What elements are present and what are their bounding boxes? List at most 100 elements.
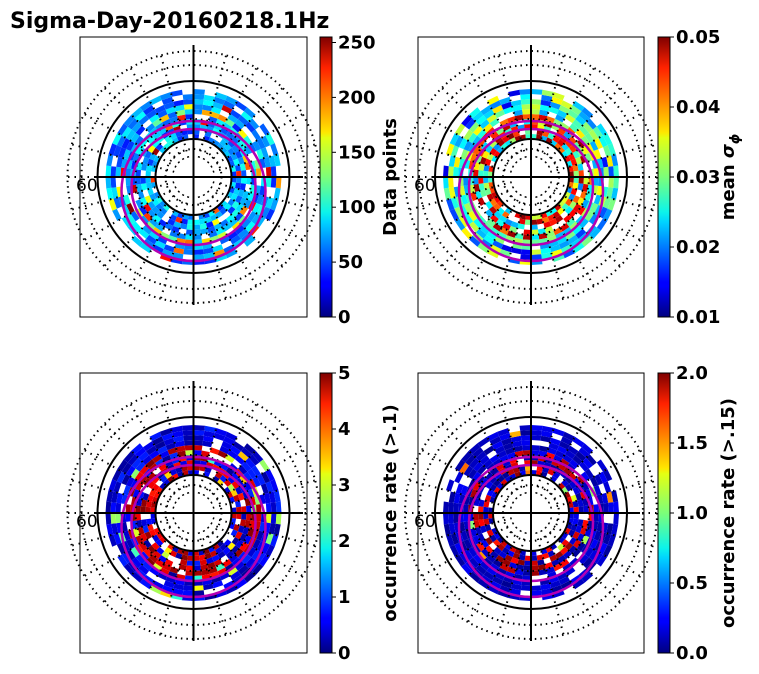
heatmap-cell	[139, 533, 148, 542]
heatmap-cell	[577, 474, 586, 484]
heatmap-cell	[489, 563, 500, 572]
heatmap-cell	[573, 203, 582, 213]
heatmap-cell	[115, 513, 122, 524]
heatmap-cell	[161, 249, 174, 258]
heatmap-cell	[523, 229, 531, 235]
heatmap-cell	[603, 166, 609, 177]
heatmap-cell	[483, 164, 490, 172]
heatmap-cell	[570, 105, 582, 116]
heatmap-cell	[111, 491, 119, 503]
heatmap-cell	[473, 519, 480, 528]
heatmap-cell	[584, 547, 595, 558]
heatmap-cell	[569, 123, 580, 133]
heatmap-cell	[193, 590, 205, 596]
heatmap-cell	[555, 114, 565, 123]
heatmap-cell	[497, 567, 507, 576]
heatmap-cell	[552, 428, 565, 437]
heatmap-cell	[486, 113, 497, 124]
heatmap-cell	[203, 94, 215, 102]
mlt-grid-line	[535, 196, 565, 299]
heatmap-cell	[583, 505, 589, 513]
heatmap-cell	[235, 500, 242, 508]
heatmap-cell	[586, 454, 597, 466]
heatmap-cell	[225, 248, 238, 259]
heatmap-cell	[159, 428, 172, 437]
heatmap-cell	[536, 218, 544, 225]
mlt-grid-line	[550, 181, 653, 211]
heatmap-cell	[446, 479, 455, 492]
heatmap-cell	[494, 235, 505, 245]
heatmap-cell	[598, 471, 608, 484]
heatmap-cell	[589, 227, 601, 240]
heatmap-cell	[512, 440, 523, 448]
heatmap-cell	[560, 244, 573, 254]
heatmap-cell	[225, 131, 235, 140]
heatmap-cell	[473, 183, 480, 192]
heatmap-cell	[201, 450, 210, 457]
heatmap-cell	[193, 425, 205, 431]
heatmap-cell	[473, 513, 479, 521]
heatmap-cell	[581, 107, 594, 119]
heatmap-cell	[488, 171, 494, 177]
heatmap-cell	[225, 95, 238, 106]
heatmap-cell	[531, 555, 538, 561]
heatmap-cell	[510, 557, 519, 565]
heatmap-cell	[569, 480, 577, 489]
heatmap-cell	[261, 471, 271, 484]
mlt-grid-line	[535, 532, 565, 635]
heatmap-cell	[525, 134, 531, 140]
colorbar-tick-label: 0.0	[676, 643, 708, 664]
heatmap-cell	[449, 544, 460, 557]
heatmap-cell	[237, 451, 249, 462]
heatmap-cell	[227, 449, 238, 460]
heatmap-cell	[468, 143, 477, 153]
heatmap-cell	[589, 203, 599, 214]
heatmap-cell	[230, 153, 238, 161]
heatmap-cell	[522, 445, 531, 451]
heatmap-cell	[256, 138, 266, 150]
heatmap-cell	[538, 450, 548, 457]
heatmap-cell	[131, 221, 142, 233]
heatmap-cell	[147, 472, 156, 481]
heatmap-cell	[146, 445, 157, 456]
heatmap-cell	[578, 447, 590, 458]
heatmap-cell	[244, 235, 256, 247]
heatmap-cell	[213, 432, 226, 441]
heatmap-cell	[608, 502, 614, 513]
heatmap-cell	[468, 235, 481, 247]
mlt-grid-line	[547, 522, 641, 577]
heatmap-cell	[506, 116, 516, 124]
heatmap-cell	[147, 480, 156, 489]
heatmap-cell	[564, 475, 573, 484]
heatmap-cell	[237, 189, 245, 198]
heatmap-cell	[578, 111, 590, 122]
heatmap-cell	[495, 126, 505, 135]
heatmap-cell	[557, 109, 568, 119]
heatmap-cell	[522, 109, 531, 115]
heatmap-cell	[450, 145, 459, 157]
heatmap-cell	[241, 177, 247, 184]
heatmap-cell	[234, 455, 246, 465]
mlt-grid-line	[210, 113, 304, 168]
heatmap-cell	[164, 222, 174, 231]
heatmap-cell	[531, 249, 542, 255]
heatmap-cell	[208, 116, 218, 124]
heatmap-cell	[135, 125, 146, 136]
heatmap-cell	[560, 546, 569, 555]
heatmap-cell	[467, 132, 478, 143]
heatmap-cell	[239, 163, 246, 171]
heatmap-cell	[231, 123, 242, 133]
heatmap-cell	[237, 228, 249, 239]
heatmap-cell	[202, 440, 213, 448]
heatmap-cell	[211, 218, 220, 226]
heatmap-cell	[231, 136, 240, 145]
mlt-grid-line	[550, 143, 653, 173]
heatmap-cell	[193, 555, 200, 561]
heatmap-cell	[145, 500, 152, 508]
heatmap-cell	[476, 138, 485, 148]
mlt-grid-line	[83, 449, 177, 504]
heatmap-cell	[453, 513, 459, 524]
heatmap-cell	[131, 107, 143, 119]
heatmap-cell	[477, 242, 490, 254]
heatmap-cell	[213, 222, 223, 231]
